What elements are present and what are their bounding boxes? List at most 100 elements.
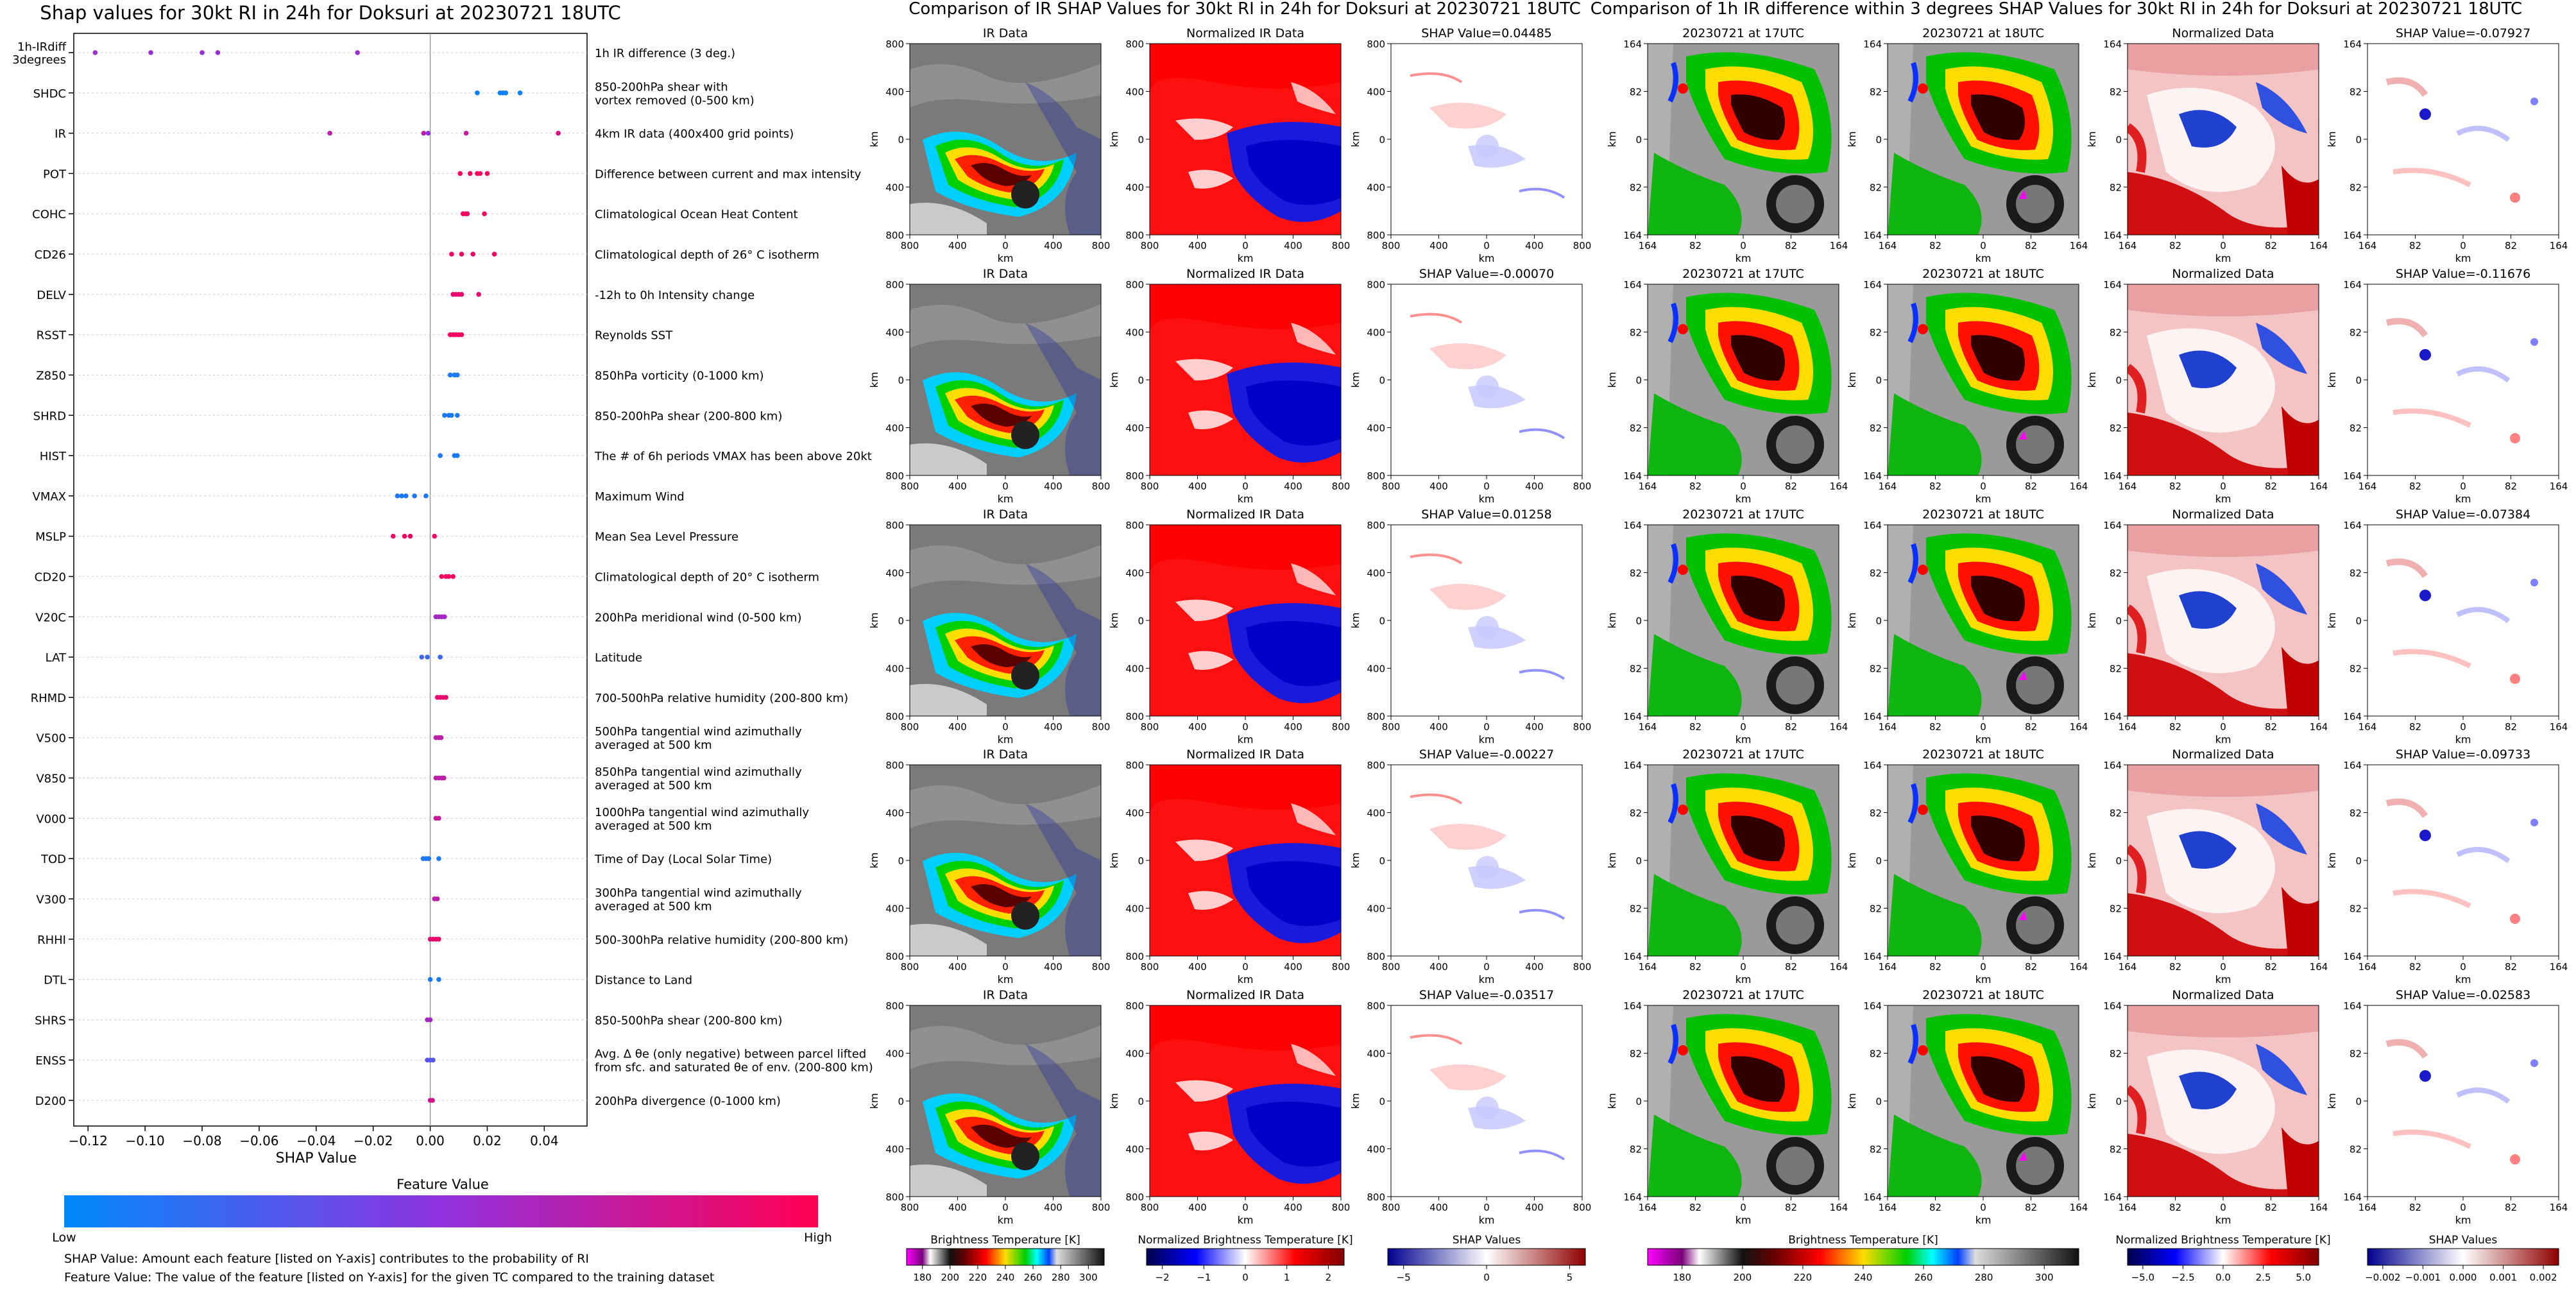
y-tick-label: 82 <box>1870 568 1882 579</box>
x-tick-label: 400 <box>1429 481 1448 492</box>
y-tick-label: 82 <box>1630 327 1642 339</box>
shap-point <box>419 654 425 660</box>
y-tick-label: 164 <box>2103 1191 2122 1203</box>
x-tick-label: 800 <box>1092 721 1111 733</box>
x-tick-label: 164 <box>1830 481 1848 492</box>
y-tick-label: 82 <box>1630 1144 1642 1156</box>
x-axis-label: km <box>1238 1214 1254 1226</box>
x-tick-label: 400 <box>948 1202 967 1213</box>
y-tick-label: 800 <box>1367 279 1385 291</box>
x-tick-label: 400 <box>1429 240 1448 252</box>
y-tick-label: 0 <box>1138 855 1144 867</box>
storm-center-marker <box>2019 190 2027 199</box>
x-tick-label: 164 <box>2550 721 2568 733</box>
y-tick-label: 0 <box>1379 615 1385 627</box>
x-tick-label: 0 <box>1483 481 1490 492</box>
x-tick-label: 0.02 <box>473 1133 502 1148</box>
x-tick-label: 800 <box>901 481 919 492</box>
x-tick-label: 164 <box>2070 961 2088 973</box>
x-tick-label: 400 <box>1284 721 1302 733</box>
colorbar-tick-label: 0 <box>1483 1272 1490 1283</box>
shap-point <box>403 493 409 499</box>
x-tick-label: 164 <box>2119 481 2137 492</box>
diff-shap-image <box>2367 764 2559 957</box>
normalized-diff-image <box>2127 524 2319 717</box>
x-tick-label: 800 <box>1332 961 1351 973</box>
x-axis-label: km <box>2215 973 2231 986</box>
subplot-title: IR Data <box>983 26 1028 40</box>
x-axis-label: km <box>1975 973 1992 986</box>
x-tick-label: 164 <box>2550 481 2568 492</box>
x-axis-label: km <box>998 493 1014 505</box>
shap-point <box>432 533 438 539</box>
shap-point <box>407 533 413 539</box>
shap-point <box>390 533 396 539</box>
y-tick-label: 164 <box>1863 1191 1882 1203</box>
feature-name-label: VMAX <box>33 490 67 504</box>
x-tick-label: 164 <box>1830 961 1848 973</box>
colorbar-high-label: High <box>804 1231 832 1245</box>
summary-title: Shap values for 30kt RI in 24h for Doksu… <box>40 2 620 24</box>
y-axis-label: km <box>2086 1093 2098 1109</box>
subplot-title: 20230721 at 18UTC <box>1922 267 2044 281</box>
y-tick-label: 164 <box>2343 520 2362 531</box>
colorbar-label: Normalized Brightness Temperature [K] <box>2115 1234 2330 1247</box>
shap-point <box>454 453 460 458</box>
colorbar-tick-label: 240 <box>1854 1272 1873 1283</box>
shap-point <box>459 292 465 297</box>
y-axis-label: km <box>1606 132 1618 148</box>
ir-17utc-image <box>1647 764 1839 957</box>
y-axis-label: km <box>2086 372 2098 388</box>
shap-value-title: SHAP Value=-0.11676 <box>2396 267 2530 281</box>
shap-point <box>327 130 332 136</box>
ir-shap-panel: Comparison of IR SHAP Values for 30kt RI… <box>868 0 1591 1283</box>
x-tick-label: 164 <box>1879 481 1897 492</box>
feature-description-label: Climatological depth of 20° C isotherm <box>595 571 819 585</box>
x-tick-label: 82 <box>2409 1202 2421 1213</box>
x-tick-label: 0 <box>1740 1202 1746 1213</box>
shap-point <box>427 1017 433 1023</box>
shap-point <box>436 856 441 861</box>
x-tick-label: 0.00 <box>416 1133 445 1148</box>
x-tick-label: 164 <box>2358 1202 2377 1213</box>
y-axis-label: km <box>1108 132 1120 148</box>
x-tick-label: 82 <box>1785 961 1797 973</box>
y-tick-label: 82 <box>1870 663 1882 675</box>
x-tick-label: 0 <box>1740 961 1746 973</box>
x-tick-label: 800 <box>1332 1202 1351 1213</box>
x-tick-label: 0 <box>1980 481 1986 492</box>
y-tick-label: 800 <box>1125 1191 1144 1203</box>
y-tick-label: 400 <box>1367 1144 1385 1156</box>
shap-point <box>463 130 469 136</box>
y-tick-label: 82 <box>2350 568 2362 579</box>
x-tick-label: 800 <box>1141 721 1159 733</box>
y-tick-label: 164 <box>2103 38 2122 50</box>
shap-value-title: SHAP Value=-0.03517 <box>1419 988 1554 1002</box>
shap-point <box>449 413 454 418</box>
feature-name-label: SHRD <box>33 409 66 423</box>
shap-point <box>439 574 445 579</box>
y-tick-label: 800 <box>1125 470 1144 482</box>
colorbar-label: Brightness Temperature [K] <box>1788 1234 1938 1247</box>
shap-point <box>484 171 490 176</box>
subplot-title: Normalized Data <box>2172 988 2274 1002</box>
subplot-title: 20230721 at 18UTC <box>1922 26 2044 40</box>
y-tick-label: 0 <box>898 1096 904 1107</box>
x-tick-label: 800 <box>1332 481 1351 492</box>
x-tick-label: 0 <box>1002 481 1009 492</box>
x-tick-label: 400 <box>1284 481 1302 492</box>
x-tick-label: 82 <box>2409 961 2421 973</box>
shap-point <box>517 90 523 96</box>
subplot-title: 20230721 at 18UTC <box>1922 508 2044 522</box>
shap-point <box>454 372 460 378</box>
normalized-diff-image <box>2127 284 2319 476</box>
shap-point <box>443 695 448 700</box>
y-tick-label: 0 <box>1875 855 1882 867</box>
shap-point <box>436 977 441 982</box>
y-tick-label: 0 <box>1635 375 1642 386</box>
colorbar-tick-label: 0.0 <box>2215 1272 2231 1283</box>
ir-data-image <box>909 1005 1102 1197</box>
x-tick-label: 82 <box>1785 481 1797 492</box>
x-tick-label: 164 <box>1879 721 1897 733</box>
y-tick-label: 0 <box>2115 134 2122 146</box>
